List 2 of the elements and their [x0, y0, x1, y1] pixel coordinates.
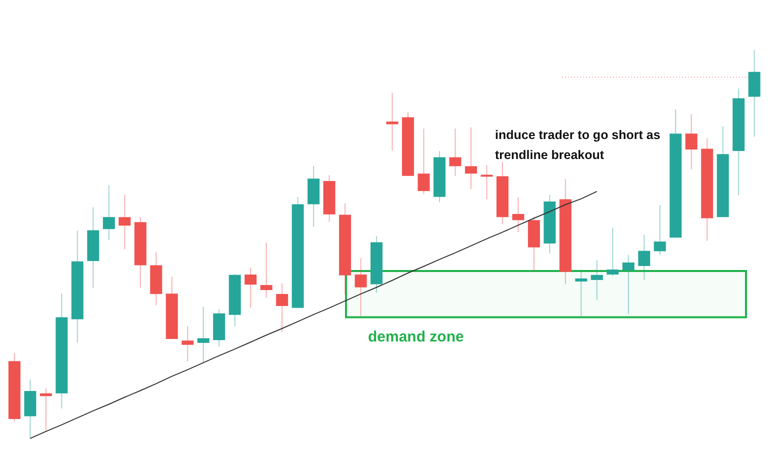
band-label: demand zone — [368, 328, 464, 346]
annotation: induce trader to go short as trendline breakout — [495, 128, 660, 162]
